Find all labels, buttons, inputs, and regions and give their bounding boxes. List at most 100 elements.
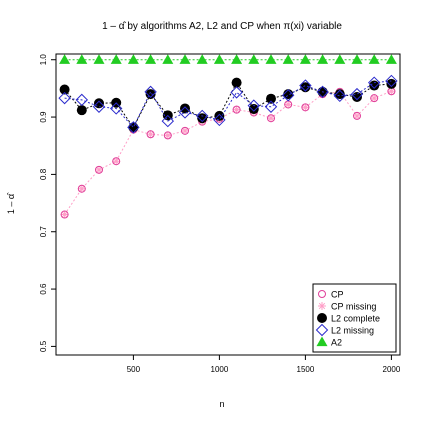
data-point bbox=[284, 100, 293, 109]
data-point bbox=[179, 54, 191, 64]
series-layer bbox=[58, 54, 398, 219]
data-point bbox=[248, 54, 260, 64]
x-tick-label-2000: 2000 bbox=[383, 365, 401, 374]
data-point bbox=[145, 54, 157, 64]
data-point bbox=[95, 165, 103, 174]
x-axis: 500 1000 1500 2000 bbox=[127, 355, 401, 374]
data-point bbox=[112, 157, 121, 166]
y-tick-label-5: 1.0 bbox=[39, 54, 48, 66]
y-tick-label-2: 0.7 bbox=[39, 226, 48, 238]
data-point bbox=[353, 111, 361, 120]
data-point bbox=[350, 87, 364, 101]
legend-label: CP bbox=[331, 290, 344, 300]
data-point bbox=[231, 77, 242, 88]
x-tick-label-500: 500 bbox=[127, 365, 141, 374]
data-point bbox=[385, 74, 398, 88]
data-point bbox=[77, 184, 86, 193]
data-point bbox=[163, 131, 172, 140]
legend-marker bbox=[317, 313, 327, 323]
data-point bbox=[181, 126, 189, 135]
data-point bbox=[112, 157, 121, 166]
data-point bbox=[317, 54, 329, 64]
data-point bbox=[266, 93, 276, 104]
data-point bbox=[146, 130, 155, 139]
data-point bbox=[94, 98, 104, 109]
data-point bbox=[387, 87, 396, 96]
data-point bbox=[127, 121, 140, 134]
data-point bbox=[93, 54, 105, 64]
data-point bbox=[146, 130, 155, 139]
y-axis-label: 1 – α̂ bbox=[6, 192, 16, 214]
legend-marker bbox=[318, 290, 326, 298]
data-point bbox=[213, 54, 225, 64]
legend-label: CP missing bbox=[331, 302, 376, 312]
legend-marker bbox=[315, 323, 329, 337]
data-point bbox=[264, 100, 278, 113]
data-point bbox=[214, 110, 225, 121]
chart-title: 1 – α̂ by algorithms A2, L2 and CP when … bbox=[102, 20, 342, 32]
data-point bbox=[197, 113, 208, 124]
data-point bbox=[353, 111, 361, 120]
data-point bbox=[181, 126, 189, 135]
data-point bbox=[180, 103, 190, 114]
data-point bbox=[196, 54, 208, 64]
data-point bbox=[370, 94, 379, 103]
data-point bbox=[267, 114, 275, 123]
legend-marker bbox=[316, 336, 328, 347]
data-point bbox=[265, 54, 277, 64]
y-tick-label-0: 0.5 bbox=[39, 340, 48, 352]
data-point bbox=[162, 54, 174, 64]
data-point bbox=[77, 184, 86, 193]
data-point bbox=[300, 82, 311, 93]
data-point bbox=[178, 106, 192, 119]
data-point bbox=[351, 54, 363, 64]
y-tick-label-1: 0.6 bbox=[39, 283, 48, 295]
series-l2-missing bbox=[58, 74, 398, 134]
data-point bbox=[385, 54, 397, 64]
y-axis: 0.5 0.6 0.7 0.8 0.9 1.0 bbox=[39, 54, 56, 352]
data-point bbox=[58, 91, 71, 105]
data-point bbox=[282, 54, 294, 64]
data-point bbox=[301, 103, 310, 112]
data-point bbox=[299, 54, 311, 64]
data-point bbox=[248, 104, 259, 115]
y-tick-label-3: 0.8 bbox=[39, 168, 48, 180]
series-a2 bbox=[59, 54, 397, 64]
data-point bbox=[301, 103, 310, 112]
data-point bbox=[367, 76, 381, 89]
x-axis-label: n bbox=[219, 399, 224, 409]
data-point bbox=[76, 105, 87, 116]
data-point bbox=[247, 99, 261, 112]
data-point bbox=[59, 84, 70, 95]
data-point bbox=[195, 109, 209, 123]
data-point bbox=[267, 114, 275, 123]
x-tick-label-1500: 1500 bbox=[297, 365, 315, 374]
data-point bbox=[370, 94, 379, 103]
data-point bbox=[76, 54, 88, 64]
data-point bbox=[110, 54, 122, 64]
data-point bbox=[316, 85, 329, 99]
data-point bbox=[109, 102, 123, 115]
data-point bbox=[299, 79, 312, 92]
data-point bbox=[213, 113, 226, 127]
data-point bbox=[386, 78, 397, 89]
data-point bbox=[281, 89, 295, 102]
data-point bbox=[334, 89, 345, 100]
series-line bbox=[64, 90, 392, 215]
data-point bbox=[92, 100, 106, 113]
series-l2-complete bbox=[59, 77, 397, 133]
legend-label: L2 missing bbox=[331, 326, 374, 336]
data-point bbox=[59, 54, 71, 64]
data-point bbox=[352, 92, 362, 102]
data-point bbox=[333, 89, 347, 103]
plot-area bbox=[55, 53, 401, 356]
data-point bbox=[161, 114, 175, 128]
data-point bbox=[334, 54, 346, 64]
data-point bbox=[75, 93, 89, 107]
data-point bbox=[163, 131, 172, 140]
data-point bbox=[369, 80, 380, 91]
data-point bbox=[231, 54, 243, 64]
legend: CP CP missing L2 complete L2 missing A2 bbox=[312, 283, 397, 353]
data-point bbox=[230, 86, 243, 99]
